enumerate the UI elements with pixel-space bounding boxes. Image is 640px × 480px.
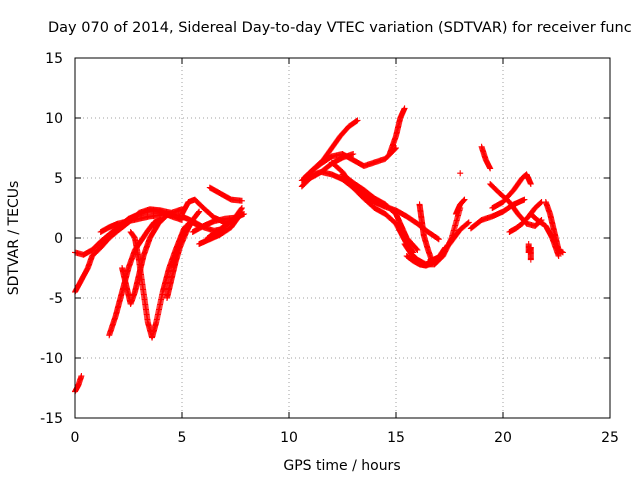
series-arc-27 (452, 196, 468, 217)
x-axis-label: GPS time / hours (283, 458, 400, 474)
marker-points (204, 205, 245, 241)
y-tick-label: 10 (45, 111, 63, 127)
y-axis-label: SDTVAR / TECUs (6, 181, 22, 296)
series-arc-32 (489, 171, 534, 211)
data-layer (72, 105, 566, 395)
series-arc-01 (72, 373, 85, 395)
series-arc-26 (425, 219, 472, 265)
marker-points (386, 105, 408, 157)
y-tick-label: 0 (54, 231, 63, 247)
x-tick-label: 0 (71, 430, 80, 446)
marker-points (525, 241, 534, 263)
series-arc-19 (386, 105, 408, 157)
marker-points (307, 145, 399, 175)
x-tick-label: 5 (178, 430, 187, 446)
series-arc-30 (478, 143, 494, 172)
y-tick-label: 5 (54, 171, 63, 187)
x-tick-label: 15 (387, 430, 405, 446)
y-tick-label: 15 (45, 51, 63, 67)
series-arc-34 (527, 211, 562, 259)
marker-points (328, 159, 417, 256)
marker-points (452, 196, 468, 217)
series-arc-18 (307, 145, 399, 175)
marker-points (542, 199, 566, 256)
series-arc-15 (204, 205, 245, 241)
marker-points (457, 170, 464, 177)
series-arc-13 (206, 184, 245, 204)
grid-layer (75, 58, 610, 418)
y-tick-label: -15 (40, 411, 63, 427)
series-arc-35 (542, 199, 566, 256)
series-arc-22 (339, 171, 421, 253)
marker-points (527, 211, 562, 259)
x-tick-label: 20 (494, 430, 512, 446)
marker-points (478, 143, 494, 172)
x-tick-label: 25 (601, 430, 619, 446)
marker-points (339, 171, 421, 253)
plot-border (74, 57, 611, 419)
chart-title: Day 070 of 2014, Sidereal Day-to-day VTE… (48, 20, 632, 36)
marker-points (170, 219, 203, 271)
series-arc-25 (416, 201, 436, 265)
marker-points (425, 219, 472, 265)
series-arc-10 (170, 219, 203, 271)
marker-points (206, 184, 245, 204)
y-tick-label: -5 (49, 291, 63, 307)
series-arc-21 (328, 159, 417, 256)
x-tick-label: 10 (280, 430, 298, 446)
marker-points (416, 201, 436, 265)
marker-points (72, 373, 85, 395)
y-tick-label: -10 (40, 351, 63, 367)
series-arc-28 (457, 170, 464, 177)
series-arc-36 (525, 241, 534, 263)
marker-points (489, 171, 534, 211)
tick-layer: 0 5 10 15 20 25 -15 -10 -5 0 5 10 15 (40, 51, 619, 446)
